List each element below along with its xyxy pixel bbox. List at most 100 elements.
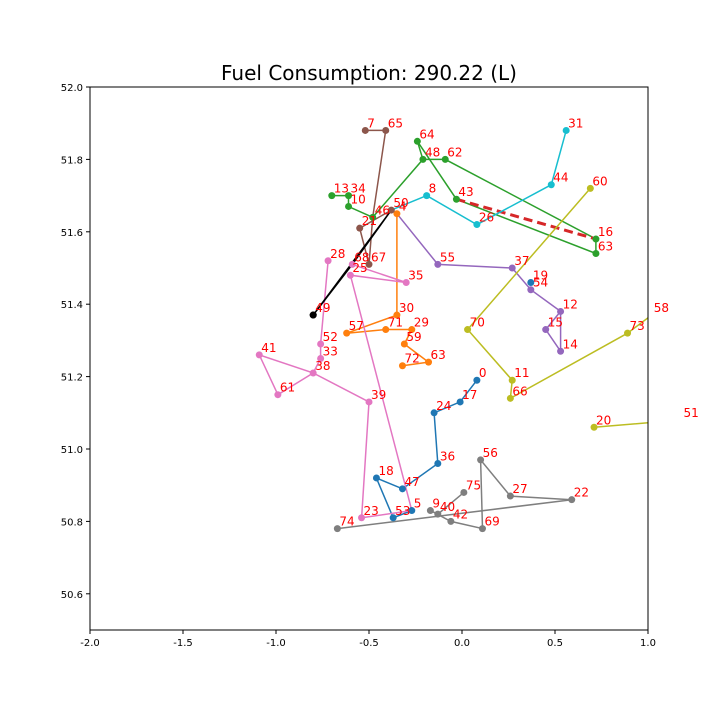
- node-marker-40: [434, 510, 442, 518]
- x-tick-label: -2.0: [80, 638, 100, 649]
- node-marker-20: [590, 423, 598, 431]
- node-marker-70: [464, 326, 472, 334]
- node-label-60: 60: [592, 174, 607, 188]
- node-marker-11: [508, 376, 516, 384]
- node-label-25: 25: [352, 261, 367, 275]
- node-label-15: 15: [548, 316, 563, 330]
- node-marker-23: [358, 514, 366, 522]
- y-axis: 50.6 50.8 51.0 51.2 51.4 51.6 51.8 52.0: [61, 83, 90, 601]
- node-label-50: 50: [393, 196, 408, 210]
- node-marker-56: [477, 456, 485, 464]
- node-label-0: 0: [479, 366, 487, 380]
- node-marker-71: [382, 326, 390, 334]
- node-label-55: 55: [440, 250, 455, 264]
- node-label-7: 7: [367, 116, 375, 130]
- node-label-70: 70: [470, 316, 485, 330]
- node-label-65: 65: [388, 116, 403, 130]
- node-marker-33: [317, 355, 325, 362]
- node-label-23: 23: [364, 504, 379, 518]
- node-label-28: 28: [330, 247, 345, 261]
- node-marker-65: [382, 126, 390, 134]
- node-label-63b: 63: [431, 348, 446, 362]
- route-line-1: [346, 213, 431, 367]
- node-label-49: 49: [315, 301, 330, 315]
- node-label-37: 37: [514, 254, 529, 268]
- node-marker-50: [387, 206, 395, 214]
- node-marker-68: [348, 260, 356, 268]
- node-marker-34: [345, 192, 353, 200]
- node-label-19: 19: [533, 268, 548, 282]
- node-label-35: 35: [408, 268, 423, 282]
- node-label-47: 47: [404, 475, 419, 489]
- node-label-26: 26: [479, 211, 494, 225]
- node-marker-73: [624, 329, 632, 337]
- x-tick-label: 0.0: [454, 638, 470, 649]
- node-label-5: 5: [414, 497, 422, 511]
- node-label-53: 53: [395, 504, 410, 518]
- y-tick-label: 51.2: [61, 373, 83, 384]
- node-marker-0: [473, 376, 481, 384]
- node-marker-46: [369, 213, 377, 221]
- node-label-31: 31: [568, 116, 583, 130]
- route-line-8: [466, 187, 648, 429]
- node-label-46: 46: [375, 203, 390, 217]
- node-label-18: 18: [378, 464, 393, 478]
- node-label-41: 41: [261, 341, 276, 355]
- node-marker-62: [441, 155, 449, 163]
- node-marker-43: [452, 195, 460, 203]
- node-label-36: 36: [440, 449, 455, 463]
- node-marker-9: [426, 507, 434, 515]
- node-label-71: 71: [388, 316, 403, 330]
- node-marker-39: [365, 398, 373, 406]
- node-label-27: 27: [512, 482, 527, 496]
- node-label-42: 42: [453, 507, 468, 521]
- node-marker-19: [527, 278, 535, 286]
- node-marker-31: [562, 126, 570, 134]
- node-marker-52: [317, 340, 325, 348]
- node-marker-64: [413, 137, 421, 145]
- x-tick-label: 1.0: [640, 638, 656, 649]
- node-marker-48: [419, 155, 427, 163]
- node-label-73: 73: [630, 319, 645, 333]
- node-marker-67: [365, 260, 373, 268]
- node-marker-15: [542, 326, 550, 334]
- node-marker-14: [557, 347, 565, 355]
- node-marker-12: [557, 307, 565, 315]
- node-label-67: 67: [371, 250, 386, 264]
- labels-group: 0457891011121314151617181920212223242526…: [261, 116, 699, 528]
- node-label-8: 8: [429, 182, 437, 196]
- node-marker-16: [592, 235, 600, 243]
- node-label-44: 44: [553, 171, 568, 185]
- node-marker-4: [393, 210, 401, 218]
- node-marker-10: [345, 202, 353, 210]
- node-marker-54: [527, 286, 535, 294]
- node-marker-72: [398, 362, 406, 370]
- node-marker-60: [586, 184, 594, 192]
- node-marker-69: [478, 525, 486, 533]
- node-marker-5: [408, 507, 416, 515]
- y-tick-label: 51.8: [61, 155, 83, 166]
- y-tick-label: 52.0: [61, 83, 83, 94]
- node-label-69: 69: [484, 515, 499, 529]
- y-tick-label: 51.6: [61, 228, 83, 239]
- node-marker-63a: [592, 250, 600, 258]
- node-marker-57: [343, 329, 351, 337]
- route-line-3: [455, 197, 597, 241]
- node-marker-17: [456, 398, 464, 406]
- node-marker-35: [402, 278, 410, 286]
- node-label-14: 14: [563, 337, 578, 351]
- node-marker-7: [361, 126, 369, 134]
- plot-area: 0457891011121314151617181920212223242526…: [255, 116, 699, 533]
- node-marker-36: [434, 459, 442, 467]
- node-label-61: 61: [280, 381, 295, 395]
- node-label-68: 68: [354, 250, 369, 264]
- node-label-17: 17: [462, 388, 477, 402]
- node-label-38: 38: [315, 359, 330, 373]
- node-label-16: 16: [598, 225, 613, 239]
- node-label-4: 4: [399, 200, 407, 214]
- node-marker-38: [309, 369, 317, 377]
- node-label-57: 57: [349, 319, 364, 333]
- node-marker-75: [460, 488, 468, 496]
- node-marker-8: [423, 192, 431, 200]
